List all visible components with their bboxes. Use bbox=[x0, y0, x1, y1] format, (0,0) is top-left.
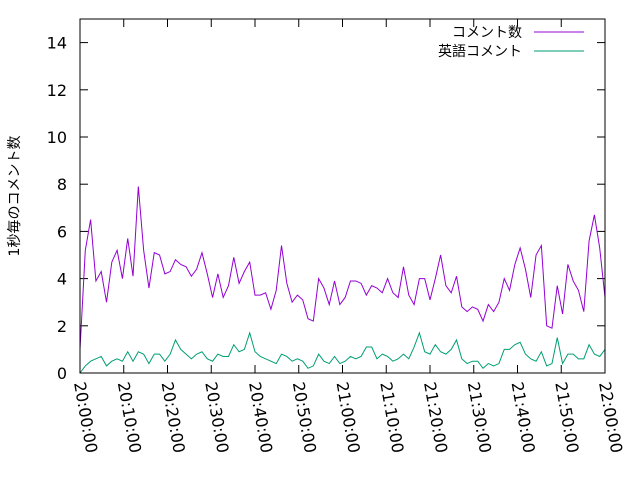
y-axis-title: 1秒毎のコメント数 bbox=[7, 136, 23, 257]
y-tick-label: 4 bbox=[57, 270, 67, 289]
series-layer bbox=[79, 186, 606, 374]
x-tick-label: 20:30:00 bbox=[201, 380, 232, 454]
plot-frame bbox=[79, 18, 606, 374]
x-tick-labels: 20:00:00 20:10:00 20:20:00 20:30:00 20:40:00… bbox=[70, 380, 626, 454]
y-tick-label: 10 bbox=[47, 128, 67, 147]
y-tick-label: 8 bbox=[57, 175, 67, 194]
axis-ticks bbox=[79, 19, 606, 374]
x-tick-label: 21:00:00 bbox=[333, 380, 364, 454]
y-tick-label: 12 bbox=[47, 81, 67, 100]
x-tick-label: 21:50:00 bbox=[551, 380, 582, 454]
legend-label: 英語コメント bbox=[438, 43, 522, 60]
y-tick-label: 2 bbox=[57, 317, 67, 336]
y-tick-label: 0 bbox=[57, 364, 67, 383]
x-tick-label: 21:20:00 bbox=[420, 380, 451, 454]
x-tick-label: 20:20:00 bbox=[158, 380, 189, 454]
x-tick-label: 20:40:00 bbox=[245, 380, 276, 454]
legend: コメント数 英語コメント bbox=[438, 25, 584, 60]
x-tick-label: 22:00:00 bbox=[595, 380, 626, 454]
x-tick-label: 21:10:00 bbox=[376, 380, 407, 454]
series-line-0 bbox=[79, 186, 606, 350]
y-tick-label: 6 bbox=[57, 222, 67, 241]
y-tick-labels: 0 2 4 6 8 10 12 14 bbox=[47, 34, 67, 383]
x-tick-label: 20:50:00 bbox=[289, 380, 320, 454]
y-tick-label: 14 bbox=[47, 34, 67, 53]
x-tick-label: 21:30:00 bbox=[464, 380, 495, 454]
series-line-1 bbox=[79, 331, 606, 374]
x-tick-label: 20:10:00 bbox=[114, 380, 145, 454]
x-tick-label: 20:00:00 bbox=[70, 380, 101, 454]
legend-label: コメント数 bbox=[452, 25, 522, 41]
x-tick-label: 21:40:00 bbox=[508, 380, 539, 454]
